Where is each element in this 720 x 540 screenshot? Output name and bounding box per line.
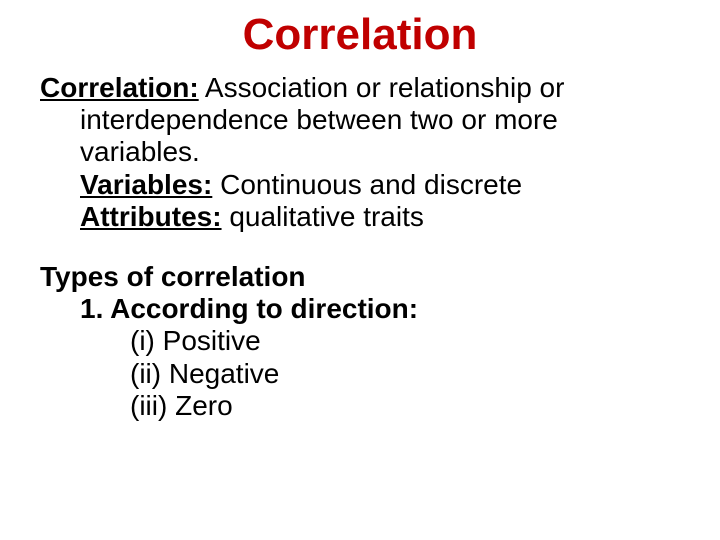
definition-block: Correlation: Association or relationship…: [40, 72, 680, 233]
definition-line-3: variables.: [40, 136, 680, 168]
types-sub1: 1. According to direction:: [40, 293, 680, 325]
attributes-line: Attributes: qualitative traits: [40, 201, 680, 233]
variables-text: Continuous and discrete: [212, 169, 522, 200]
attributes-label: Attributes:: [80, 201, 222, 232]
page-title: Correlation: [40, 10, 680, 60]
types-item-2: (ii) Negative: [40, 358, 680, 390]
types-heading: Types of correlation: [40, 261, 680, 293]
variables-label: Variables:: [80, 169, 212, 200]
types-item-1: (i) Positive: [40, 325, 680, 357]
attributes-text: qualitative traits: [222, 201, 424, 232]
correlation-term: Correlation:: [40, 72, 199, 103]
definition-line-1: Correlation: Association or relationship…: [40, 72, 680, 104]
definition-text-1: Association or relationship or: [199, 72, 565, 103]
types-block: Types of correlation 1. According to dir…: [40, 261, 680, 422]
variables-line: Variables: Continuous and discrete: [40, 169, 680, 201]
definition-line-2: interdependence between two or more: [40, 104, 680, 136]
types-item-3: (iii) Zero: [40, 390, 680, 422]
